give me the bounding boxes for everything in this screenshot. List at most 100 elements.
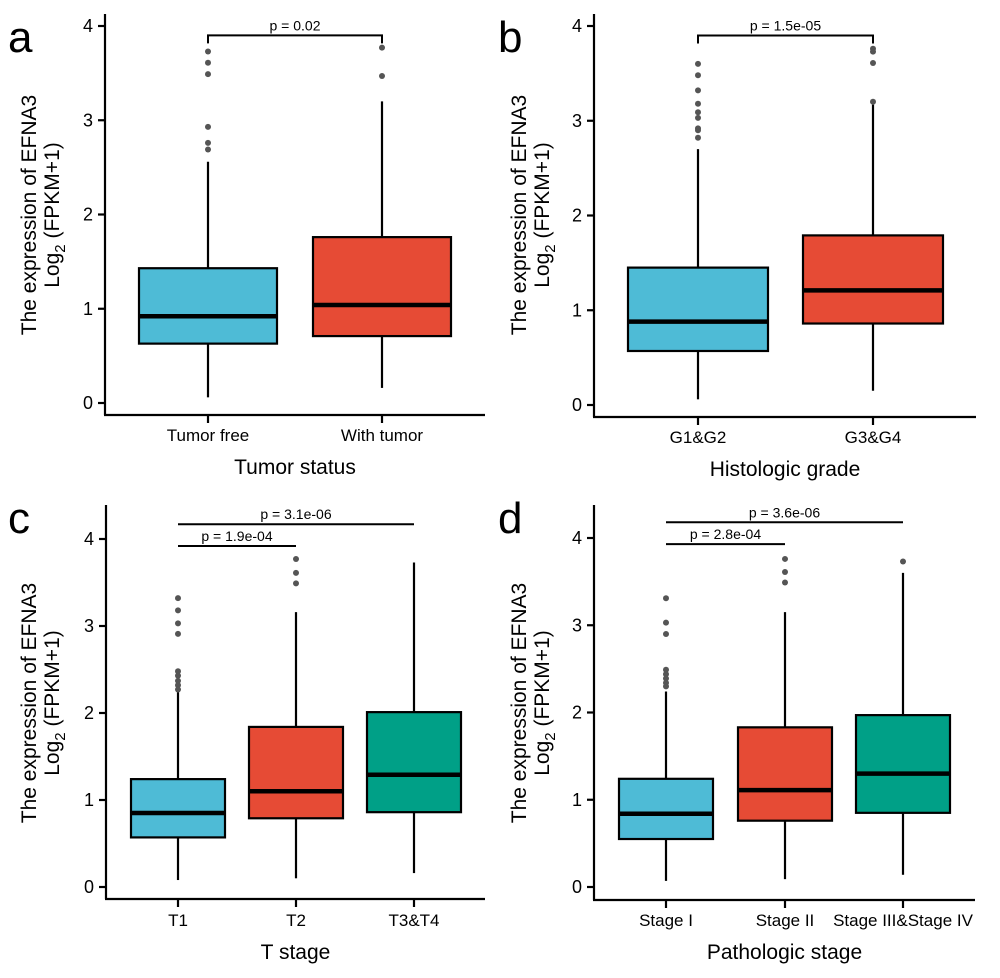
box-stage-ii: Stage II [736,555,834,930]
y-tick-label: 1 [84,790,94,810]
y-axis-title-subscript: 2 [52,244,69,252]
y-tick-label: 1 [83,299,93,319]
outlier-point [695,127,701,134]
outlier-point [870,98,876,105]
p-value-label: p = 3.1e-06 [260,506,331,522]
y-tick-label: 3 [572,615,582,635]
x-tick-label: Stage II [756,911,815,930]
box-g1-g2: G1&G2 [626,60,770,447]
box-stage-i: Stage I [617,595,715,930]
y-tick-label: 4 [83,16,93,36]
x-axis-title: Pathologic stage [707,941,862,964]
iqr-box [626,266,770,353]
x-axis-title: Histologic grade [710,458,861,481]
y-axis-title-line2: Log [531,741,554,776]
p-value-label: p = 2.8e-04 [690,526,761,542]
y-axis-title-line1: The expression of EFNA3 [18,95,41,335]
x-tick-label: G1&G2 [670,428,727,447]
outlier-point [175,677,181,684]
outlier-point [663,630,669,637]
outlier-point [175,686,181,693]
x-tick-label: T1 [168,911,188,930]
outlier-point [293,580,299,587]
box-with-tumor: With tumor [311,44,453,445]
panel-letter: a [8,13,33,62]
y-axis-title-line1: The expression of EFNA3 [508,95,531,335]
iqr-box [365,711,463,814]
y-axis-title-line2-suffix: (FPKM+1) [41,142,64,244]
y-axis-title-subscript: 2 [542,732,559,740]
outlier-point [205,123,211,130]
y-axis-title-subscript: 2 [52,732,69,740]
y-tick-label: 2 [572,206,582,226]
y-axis-title-line2: Log [531,253,554,288]
y-axis-title: The expression of EFNA3Log2 (FPKM+1) [18,95,69,335]
outlier-point [293,556,299,563]
outlier-point [870,48,876,55]
iqr-box [854,714,952,814]
y-tick-label: 0 [572,395,582,415]
y-tick-label: 2 [572,703,582,723]
outlier-point [379,72,385,79]
y-tick-label: 4 [572,16,582,36]
outlier-point [663,666,669,673]
outlier-point [695,114,701,121]
iqr-box [311,236,453,338]
y-axis-title-line2: Log [41,253,64,288]
y-tick-label: 4 [572,528,582,548]
x-tick-label: T2 [286,911,306,930]
y-axis-title-line1: The expression of EFNA3 [508,583,531,823]
box-t1: T1 [129,595,227,930]
iqr-box [617,777,715,841]
y-tick-label: 1 [572,790,582,810]
outlier-point [205,48,211,55]
outlier-point [175,672,181,679]
x-tick-label: Tumor free [167,426,250,445]
outlier-point [175,630,181,637]
y-axis-title: The expression of EFNA3Log2 (FPKM+1) [508,95,559,335]
x-tick-label: With tumor [341,426,424,445]
outlier-point [175,595,181,602]
outlier-point [175,682,181,689]
outlier-point [663,671,669,678]
panel-letter: c [8,494,30,543]
y-tick-label: 3 [84,616,94,636]
y-tick-label: 2 [84,703,94,723]
y-tick-label: 3 [572,111,582,131]
outlier-point [175,620,181,627]
box-stage-iii-stage-iv: Stage III&Stage IV [833,558,974,930]
outlier-point [695,87,701,94]
y-tick-label: 4 [84,529,94,549]
outlier-point [782,569,788,576]
x-tick-label: Stage III&Stage IV [833,911,974,930]
outlier-point [205,139,211,146]
box-t2: T2 [247,556,345,930]
outlier-point [293,569,299,576]
outlier-point [695,72,701,79]
iqr-box [247,725,345,820]
iqr-box [129,778,227,839]
outlier-point [205,59,211,66]
y-tick-label: 2 [83,205,93,225]
box-g3-g4: G3&G4 [801,45,945,447]
y-axis-title: The expression of EFNA3Log2 (FPKM+1) [508,583,559,823]
p-value-label: p = 0.02 [270,17,321,33]
y-axis-title-line2-suffix: (FPKM+1) [531,142,554,244]
outlier-point [900,558,906,565]
outlier-point [695,134,701,141]
outlier-point [379,44,385,51]
y-axis-title-line2: Log [41,741,64,776]
p-value-label: p = 1.5e-05 [750,17,821,33]
outlier-point [782,579,788,586]
x-axis-title: T stage [261,941,331,964]
iqr-box [801,234,945,325]
p-value-label: p = 3.6e-06 [749,504,820,520]
outlier-point [175,607,181,614]
outlier-point [782,555,788,562]
y-axis-title-line2-suffix: (FPKM+1) [41,630,64,732]
outlier-point [663,683,669,690]
